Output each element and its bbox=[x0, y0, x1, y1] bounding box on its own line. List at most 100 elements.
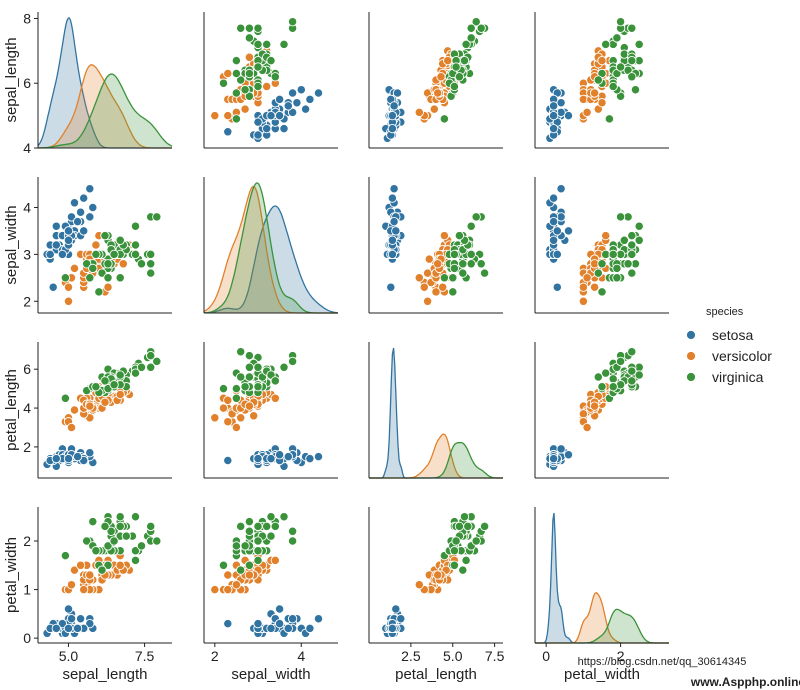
point-setosa bbox=[305, 453, 315, 464]
point-virginica bbox=[146, 350, 156, 361]
point-versicolor bbox=[85, 401, 95, 411]
y-tick-label: 1 bbox=[23, 582, 31, 598]
point-virginica bbox=[466, 33, 476, 43]
point-virginica bbox=[218, 560, 229, 570]
point-virginica bbox=[279, 362, 289, 372]
point-setosa bbox=[51, 221, 61, 231]
point-virginica bbox=[449, 249, 460, 260]
point-virginica bbox=[253, 23, 263, 33]
point-setosa bbox=[313, 451, 324, 462]
point-virginica bbox=[615, 356, 626, 367]
point-setosa bbox=[57, 618, 68, 629]
point-versicolor bbox=[69, 263, 80, 274]
point-versicolor bbox=[419, 282, 429, 292]
point-versicolor bbox=[244, 52, 255, 62]
point-versicolor bbox=[66, 422, 77, 433]
point-setosa bbox=[79, 226, 89, 236]
point-virginica bbox=[627, 23, 637, 33]
point-virginica bbox=[103, 560, 113, 570]
x-axis-label: sepal_length bbox=[62, 666, 147, 683]
point-virginica bbox=[244, 526, 255, 536]
point-virginica bbox=[279, 39, 289, 50]
point-virginica bbox=[60, 393, 71, 403]
point-virginica bbox=[240, 85, 250, 95]
point-virginica bbox=[454, 72, 465, 82]
point-setosa bbox=[88, 202, 98, 213]
point-virginica bbox=[608, 382, 618, 392]
point-virginica bbox=[623, 259, 633, 269]
point-virginica bbox=[627, 230, 637, 241]
legend-marker-virginica bbox=[686, 372, 696, 382]
point-versicolor bbox=[270, 393, 280, 403]
y-tick-label: 2 bbox=[23, 293, 31, 309]
point-virginica bbox=[231, 383, 242, 394]
point-setosa bbox=[262, 123, 272, 134]
point-setosa bbox=[75, 207, 86, 217]
point-setosa bbox=[63, 453, 74, 464]
point-setosa bbox=[552, 282, 562, 292]
point-versicolor bbox=[66, 580, 77, 590]
point-versicolor bbox=[429, 104, 439, 114]
point-setosa bbox=[548, 235, 559, 245]
point-versicolor bbox=[231, 422, 242, 433]
point-setosa bbox=[72, 216, 83, 227]
point-versicolor bbox=[244, 401, 255, 411]
x-tick-label: 5.0 bbox=[59, 648, 79, 664]
point-setosa bbox=[274, 450, 285, 460]
point-virginica bbox=[100, 521, 110, 532]
point-virginica bbox=[94, 287, 104, 297]
point-setosa bbox=[48, 282, 58, 292]
point-virginica bbox=[461, 555, 471, 566]
kde-fill-versicolor bbox=[38, 64, 172, 148]
point-virginica bbox=[236, 565, 246, 575]
point-versicolor bbox=[439, 230, 450, 241]
point-setosa bbox=[79, 193, 89, 203]
point-setosa bbox=[63, 226, 74, 236]
point-virginica bbox=[627, 366, 637, 376]
point-virginica bbox=[103, 259, 113, 269]
point-versicolor bbox=[597, 55, 607, 66]
point-virginica bbox=[266, 55, 276, 66]
point-setosa bbox=[63, 623, 74, 634]
point-setosa bbox=[287, 614, 298, 624]
legend-marker-setosa bbox=[686, 330, 696, 340]
point-versicolor bbox=[589, 401, 600, 411]
point-virginica bbox=[218, 383, 229, 394]
point-virginica bbox=[449, 263, 460, 274]
panel-petal_length-vs-petal_length bbox=[368, 342, 503, 479]
x-tick-label: 0 bbox=[542, 648, 550, 664]
point-virginica bbox=[244, 516, 255, 527]
x-tick-label: 2 bbox=[211, 648, 219, 664]
point-setosa bbox=[287, 107, 298, 118]
point-versicolor bbox=[240, 104, 250, 114]
x-tick-label: 7.5 bbox=[135, 648, 155, 664]
point-virginica bbox=[593, 372, 603, 382]
y-tick-label: 2 bbox=[23, 533, 31, 549]
point-virginica bbox=[627, 249, 637, 260]
point-versicolor bbox=[422, 296, 433, 306]
point-versicolor bbox=[414, 580, 424, 590]
point-virginica bbox=[103, 541, 113, 551]
point-virginica bbox=[454, 521, 465, 532]
point-versicolor bbox=[601, 230, 611, 241]
point-versicolor bbox=[244, 570, 255, 580]
point-virginica bbox=[627, 268, 637, 278]
point-virginica bbox=[115, 521, 125, 532]
point-virginica bbox=[91, 249, 101, 260]
point-setosa bbox=[253, 618, 263, 629]
point-virginica bbox=[439, 114, 450, 124]
y-tick-label: 3 bbox=[23, 246, 31, 262]
point-virginica bbox=[593, 75, 603, 85]
point-setosa bbox=[387, 235, 398, 245]
point-virginica bbox=[240, 541, 250, 551]
point-versicolor bbox=[63, 296, 74, 306]
kde-line-virginica bbox=[37, 73, 173, 149]
y-axis-label: sepal_length bbox=[3, 37, 20, 122]
point-virginica bbox=[466, 259, 476, 269]
point-virginica bbox=[266, 512, 276, 522]
kde-line-setosa bbox=[204, 205, 339, 314]
point-virginica bbox=[136, 362, 147, 372]
y-tick-label: 0 bbox=[23, 630, 31, 646]
